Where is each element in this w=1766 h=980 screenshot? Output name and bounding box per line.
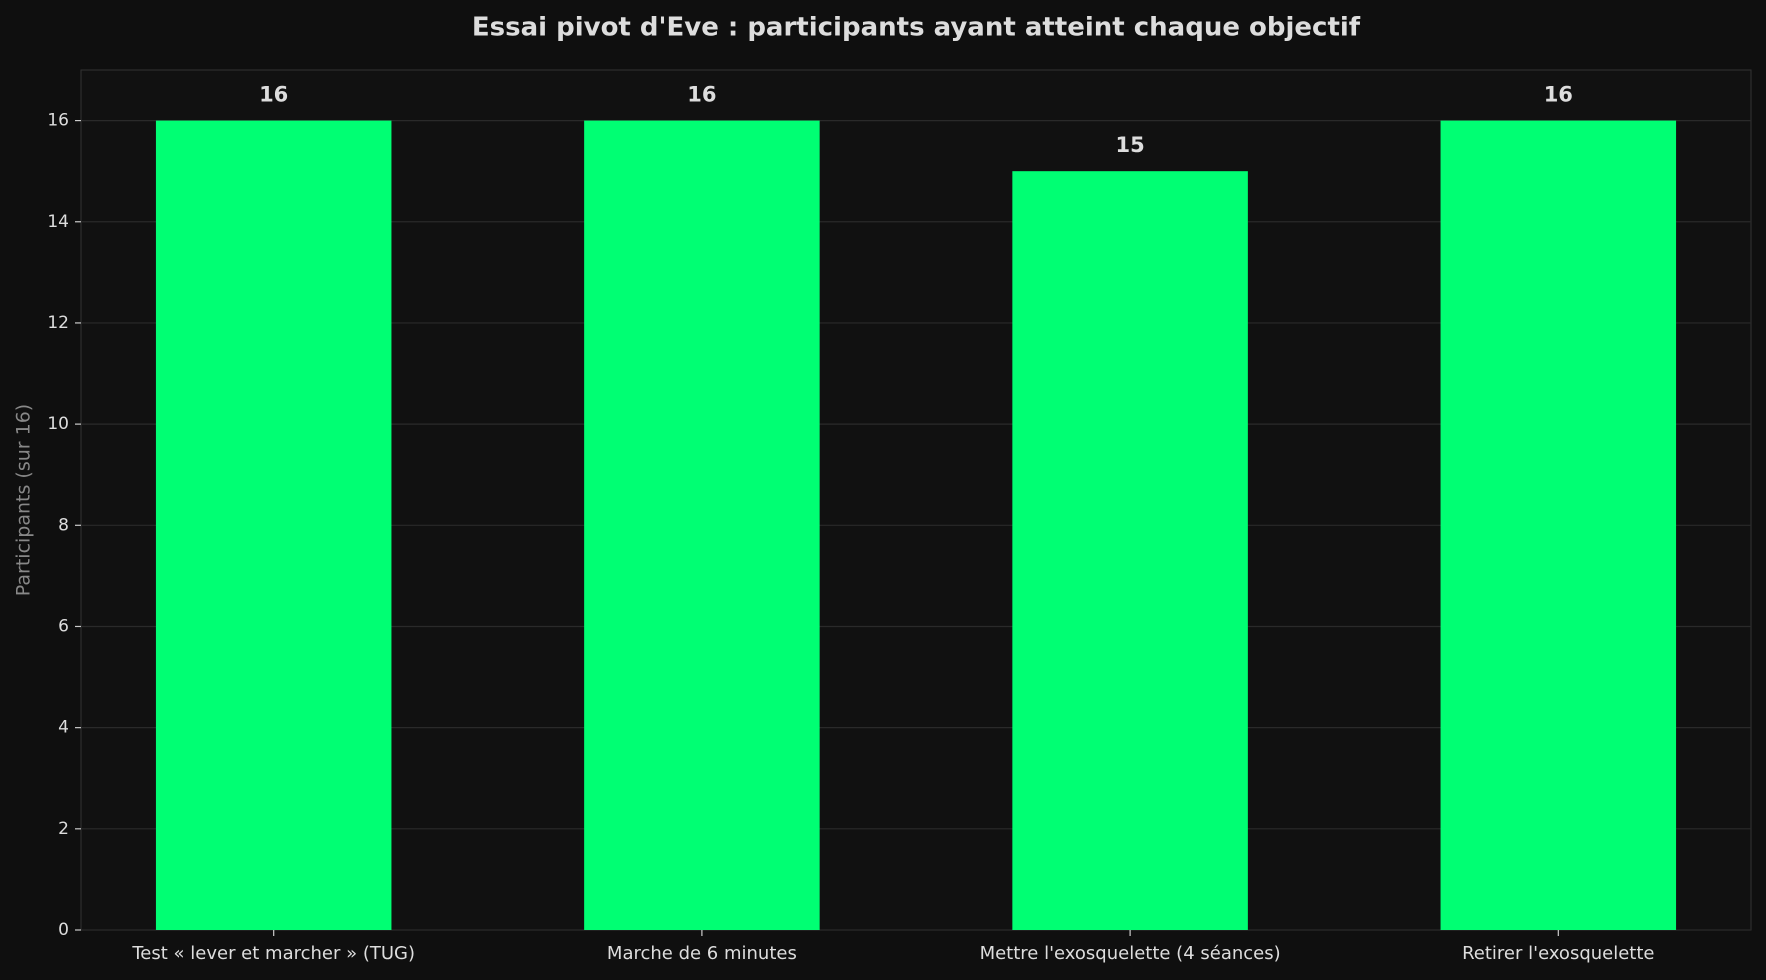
- y-tick-label: 2: [58, 819, 69, 839]
- value-label: 16: [259, 83, 288, 107]
- x-tick-label: Mettre l'exosquelette (4 séances): [980, 943, 1281, 964]
- y-tick-label: 12: [47, 313, 69, 333]
- y-axis-label: Participants (sur 16): [13, 404, 35, 596]
- chart-title: Essai pivot d'Eve : participants ayant a…: [472, 13, 1361, 43]
- bar: [1012, 171, 1248, 931]
- y-tick-label: 14: [47, 212, 69, 232]
- x-tick-label: Retirer l'exosquelette: [1462, 943, 1654, 964]
- y-tick-label: 6: [58, 616, 69, 636]
- bar: [1440, 120, 1677, 930]
- x-tick-label: Marche de 6 minutes: [607, 943, 797, 964]
- value-label: 15: [1115, 133, 1144, 157]
- y-tick-label: 10: [47, 414, 69, 434]
- y-tick-label: 4: [58, 718, 69, 738]
- bar: [155, 120, 392, 930]
- y-tick-label: 0: [58, 920, 69, 940]
- value-label: 16: [687, 83, 716, 107]
- value-label: 16: [1544, 83, 1573, 107]
- y-tick-label: 16: [47, 111, 69, 131]
- x-tick-label: Test « lever et marcher » (TUG): [131, 943, 415, 964]
- y-tick-label: 8: [58, 515, 69, 535]
- bar: [584, 120, 820, 930]
